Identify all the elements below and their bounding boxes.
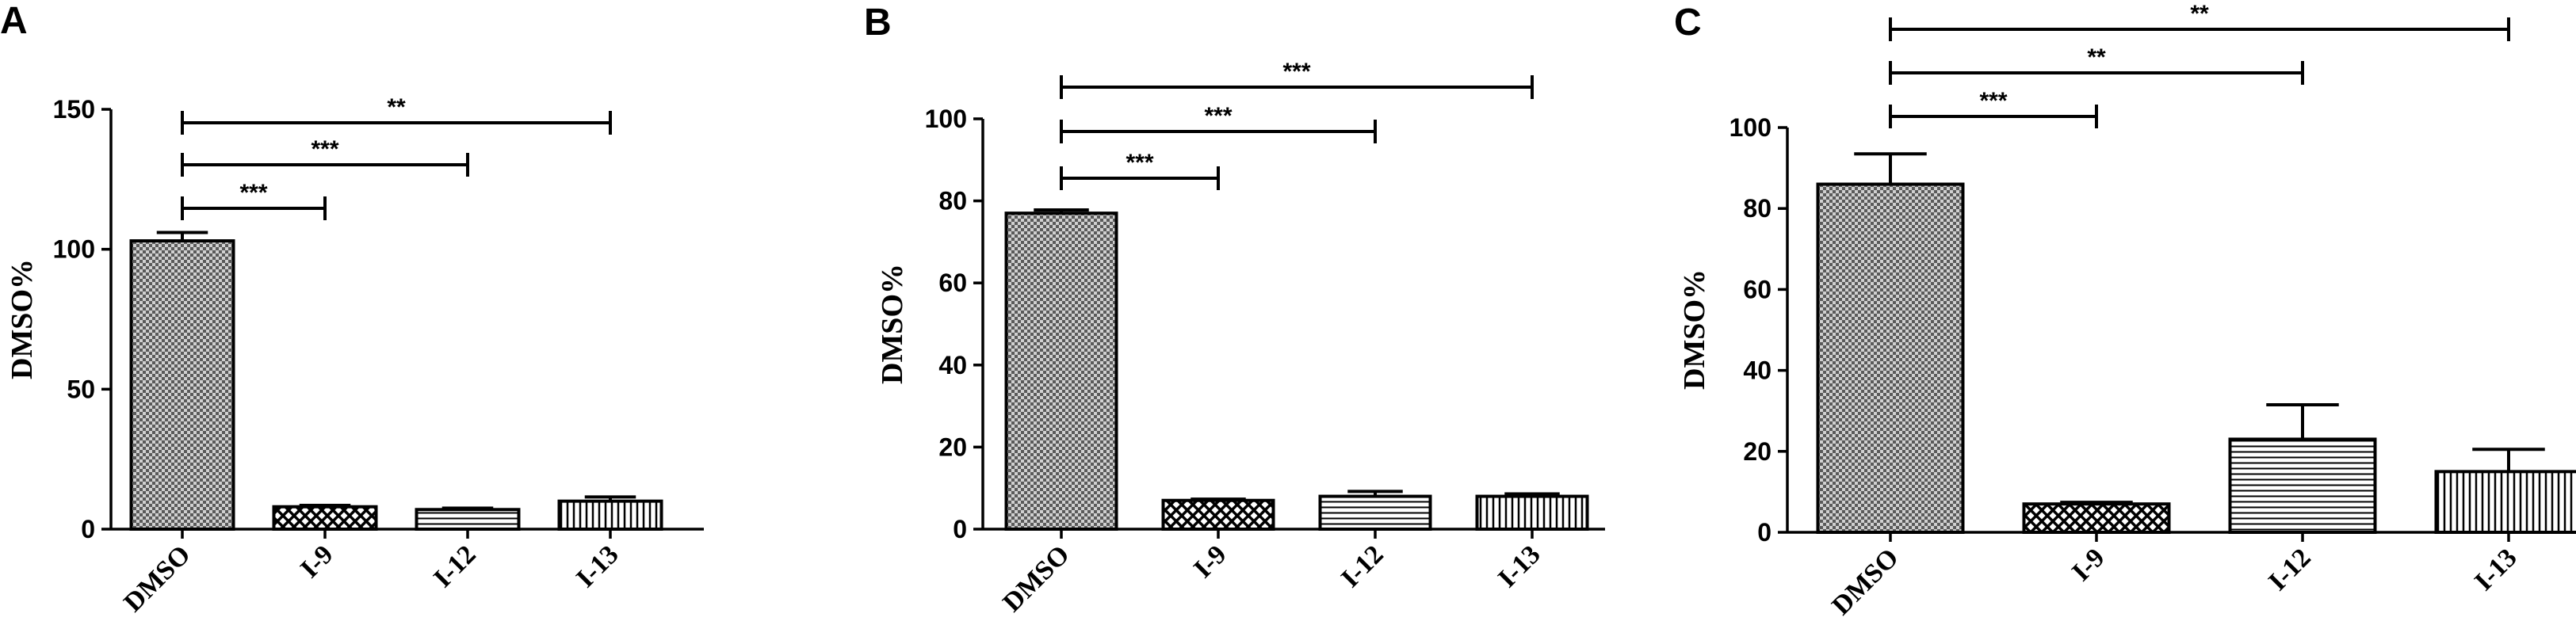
y-tick-label: 20: [938, 433, 967, 461]
panel-letter: A: [0, 0, 28, 42]
bar: [2022, 502, 2171, 534]
bar: [1816, 182, 1965, 534]
y-tick-label: 80: [1743, 194, 1771, 223]
significance-label: ***: [1282, 59, 1310, 85]
y-tick-label: 0: [81, 515, 95, 543]
bar: [272, 505, 378, 532]
significance-label: **: [2087, 44, 2106, 70]
significance-bracket: **: [1889, 1, 2510, 41]
y-tick-label: 60: [938, 269, 967, 297]
y-axis-title: DMSO%: [1678, 269, 1711, 390]
y-tick-label: 0: [953, 515, 967, 543]
panel-b: B DMSO% 0 20 40 60 80 100 DMSO I-9 I-12 I-13 *** *** *…: [864, 2, 1605, 618]
bar: [1004, 211, 1118, 531]
category-label: DMSO: [1826, 543, 1904, 620]
y-tick-label: 40: [938, 351, 967, 379]
y-tick-label: 50: [67, 375, 95, 403]
y-tick-label: 40: [1743, 356, 1771, 385]
significance-bracket: ***: [181, 180, 327, 220]
bar: [1161, 498, 1275, 531]
significance-bracket: **: [1889, 44, 2304, 85]
category-label: I-13: [2469, 543, 2523, 596]
significance-bracket: ***: [1060, 103, 1377, 143]
category-label: I-9: [1188, 539, 1233, 584]
error-bar: [1854, 152, 1927, 185]
significance-label: **: [2190, 1, 2209, 27]
panel-letter: B: [864, 2, 892, 44]
y-axis-title: DMSO%: [6, 259, 39, 379]
category-label: DMSO: [118, 539, 196, 617]
significance-label: ***: [1204, 103, 1232, 129]
category-label: I-13: [1492, 539, 1546, 593]
bar: [415, 508, 521, 531]
category-label: I-12: [1336, 539, 1389, 593]
y-tick-label: 80: [938, 187, 967, 215]
y-tick-label: 100: [1729, 113, 1771, 142]
y-tick-label: 0: [1757, 518, 1771, 547]
bar: [1318, 494, 1432, 531]
significance-label: ***: [1126, 150, 1153, 176]
error-bar: [2472, 448, 2545, 472]
error-bar: [2266, 403, 2339, 440]
significance-label: **: [387, 94, 406, 120]
category-label: I-9: [295, 539, 339, 584]
y-tick-label: 60: [1743, 275, 1771, 303]
category-label: I-9: [2066, 543, 2111, 587]
bar: [129, 239, 235, 531]
bar: [2228, 437, 2377, 534]
category-label: I-12: [428, 539, 482, 593]
category-label: I-13: [571, 539, 625, 593]
category-label: I-12: [2263, 543, 2317, 596]
bar: [1475, 494, 1589, 531]
y-tick-label: 150: [53, 95, 95, 124]
y-tick-label: 100: [925, 105, 967, 133]
y-axis-title: DMSO%: [876, 264, 909, 384]
significance-label: ***: [311, 136, 338, 162]
significance-label: ***: [239, 180, 267, 206]
significance-label: ***: [1979, 88, 2007, 114]
bar: [557, 499, 663, 532]
panel-letter: C: [1674, 2, 1702, 44]
significance-bracket: **: [181, 94, 612, 135]
significance-bracket: ***: [181, 136, 469, 177]
y-tick-label: 100: [53, 235, 95, 264]
significance-bracket: ***: [1889, 88, 2098, 128]
bar: [2434, 470, 2576, 534]
significance-bracket: ***: [1060, 150, 1220, 190]
category-label: DMSO: [997, 539, 1075, 617]
significance-bracket: ***: [1060, 59, 1534, 99]
y-tick-label: 20: [1743, 437, 1771, 466]
